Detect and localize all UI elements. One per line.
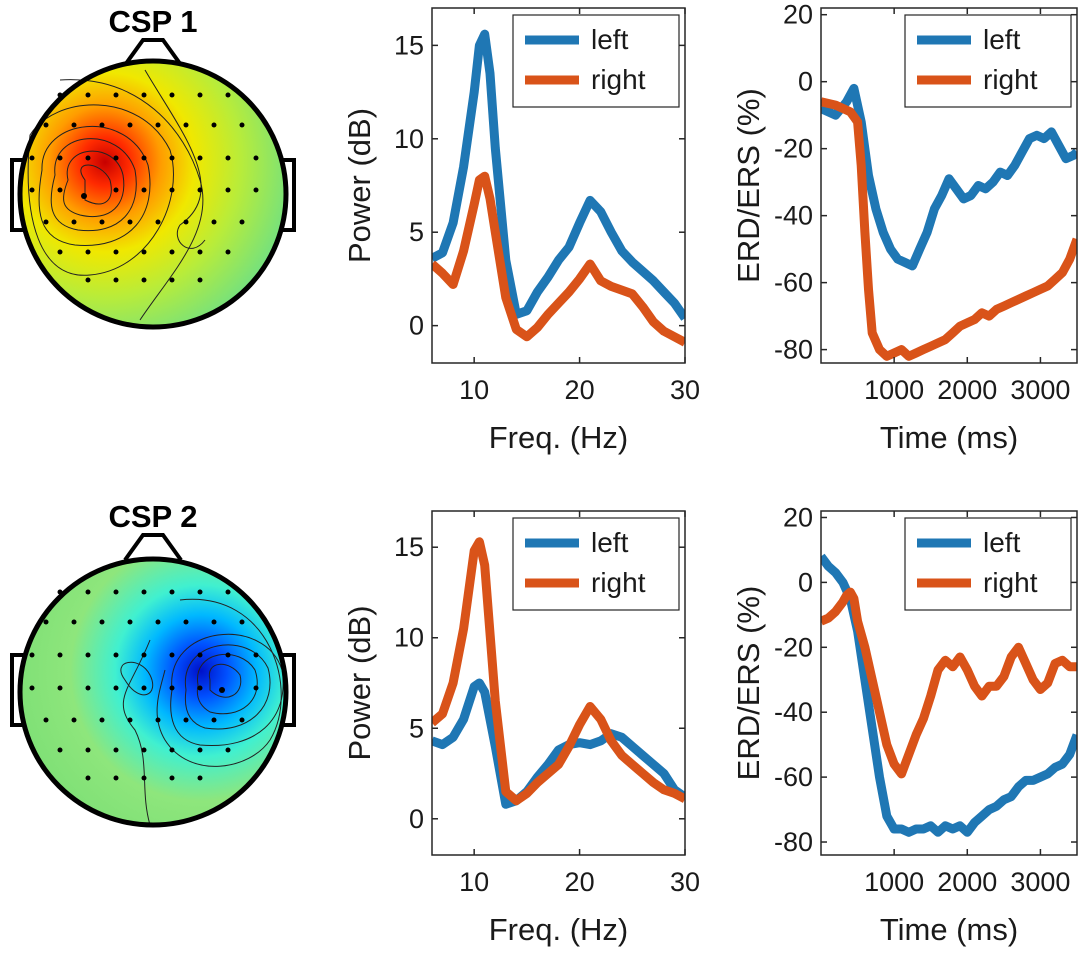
- csp2-spectrum-legend-label-right: right: [591, 567, 646, 598]
- row-1: CSP 1: [10, 0, 1078, 455]
- csp2-electrodes: [29, 589, 259, 781]
- csp2-spectrum-series-right-line: [432, 537, 685, 806]
- csp1-spectrum-xtick-label: 30: [670, 375, 700, 405]
- csp2-spectrum-ytick-label: 0: [409, 804, 424, 834]
- csp2-erd-legend-box: [904, 517, 1072, 611]
- csp1-spectrum-legend-box: [512, 14, 680, 108]
- csp1-spectrum-legend-label-right: right: [591, 64, 646, 95]
- csp1-spectrum-ytick-label: 0: [409, 311, 424, 341]
- csp2-erd-series-right-line: [821, 587, 1077, 779]
- row-2: CSP 2: [10, 499, 1078, 947]
- csp1-erd-ytick-label: 20: [783, 0, 813, 30]
- csp2-erd-xtick-label: 1000: [864, 867, 924, 897]
- csp2-left-ear: [10, 653, 29, 727]
- csp1-erd-ytick-label: 0: [798, 67, 813, 97]
- csp1-left-ear: [10, 158, 29, 232]
- csp1-topomap: [10, 38, 296, 330]
- csp1-contours: [27, 69, 206, 321]
- csp1-head-outline: [17, 58, 289, 330]
- csp1-erd-legend-box: [904, 14, 1072, 108]
- csp1-erd-ytick-label: -60: [774, 268, 813, 298]
- csp2-spectrum-xtick-label: 20: [565, 867, 595, 897]
- csp1-electrodes: [29, 92, 259, 283]
- csp1-erd-xlabel: Time (ms): [880, 420, 1018, 455]
- csp2-spectrum-series-left-line: [432, 678, 685, 809]
- csp2-scalp-fill: [20, 559, 286, 825]
- csp2-spectrum-xtick-label: 10: [459, 867, 489, 897]
- csp1-spectrum-xtick-label: 20: [565, 375, 595, 405]
- csp1-erd-plot: 1000 2000 3000 -80 -60 -40 -20 0 20 Time (ms) ERD/…: [731, 0, 1078, 455]
- csp2-erd-legend-label-right: right: [983, 567, 1038, 598]
- csp1-spectrum-ytick-label: 10: [394, 124, 424, 154]
- csp2-spectrum-xlabel: Freq. (Hz): [489, 912, 629, 947]
- csp2-erd-xtick-label: 2000: [937, 867, 997, 897]
- csp2-spectrum-ytick-label: 5: [409, 713, 424, 743]
- csp2-erd-ytick-label: 0: [798, 567, 813, 597]
- csp1-spectrum-xtick-label: 10: [459, 375, 489, 405]
- csp2-erd-ytick-label: -40: [774, 697, 813, 727]
- csp2-erd-plot: 1000 2000 3000 -80 -60 -40 -20 0 20 Time (ms) ERD/…: [731, 502, 1078, 947]
- csp2-erd-ytick-label: -60: [774, 762, 813, 792]
- csp2-spectrum-plot: 10 20 30 0 5 10 15 Freq. (Hz) Power (dB) left righ…: [342, 510, 700, 947]
- csp1-erd-legend-label-left: left: [983, 24, 1021, 55]
- csp1-erd-series-left-line: [821, 83, 1077, 271]
- csp1-spectrum-ytick-label: 5: [409, 217, 424, 247]
- csp2-erd-ytick-label: -20: [774, 632, 813, 662]
- csp2-erd-ytick-label: -80: [774, 827, 813, 857]
- csp1-spectrum-series-right-line: [432, 171, 685, 347]
- csp2-spectrum-ytick-label: 15: [394, 532, 424, 562]
- csp1-spectrum-axes-frame: [431, 7, 686, 364]
- csp2-spectrum-xtick-label: 30: [670, 867, 700, 897]
- csp1-title: CSP 1: [108, 4, 197, 39]
- csp2-erd-xtick-label: 3000: [1010, 867, 1070, 897]
- csp1-erd-ytick-label: -20: [774, 134, 813, 164]
- csp1-spectrum-series-left-line: [432, 29, 685, 321]
- csp2-topomap: [10, 533, 296, 828]
- csp1-erd-legend-label-right: right: [983, 64, 1038, 95]
- csp1-spectrum-plot: 10 20 30 0 5 10 15 Freq. (Hz) Power (dB) left righ…: [342, 7, 700, 455]
- csp1-erd-ylabel: ERD/ERS (%): [731, 88, 766, 283]
- csp2-nose: [123, 533, 183, 562]
- csp1-erd-series-right-line: [821, 97, 1077, 361]
- csp2-erd-legend-label-left: left: [983, 527, 1021, 558]
- csp2-erd-xlabel: Time (ms): [880, 912, 1018, 947]
- csp1-erd-xtick-label: 1000: [864, 375, 924, 405]
- csp1-erd-xtick-label: 2000: [937, 375, 997, 405]
- csp2-spectrum-ytick-label: 10: [394, 623, 424, 653]
- csp2-erd-ytick-label: 20: [783, 502, 813, 532]
- csp2-spectrum-legend-label-left: left: [591, 527, 629, 558]
- csp2-spectrum-axes-frame: [431, 510, 686, 856]
- csp1-spectrum-xlabel: Freq. (Hz): [489, 420, 629, 455]
- csp1-erd-ytick-label: -40: [774, 201, 813, 231]
- csp1-scalp-fill: [20, 61, 286, 327]
- csp1-erd-xtick-label: 3000: [1010, 375, 1070, 405]
- csp1-spectrum-ytick-label: 15: [394, 30, 424, 60]
- csp2-title: CSP 2: [108, 499, 197, 534]
- csp2-contours: [120, 598, 284, 826]
- csp2-head-outline: [17, 556, 289, 828]
- csp1-erd-axes-frame: [820, 7, 1078, 364]
- csp2-erd-axes-frame: [820, 510, 1078, 856]
- csp1-erd-ytick-label: -80: [774, 335, 813, 365]
- csp1-nose: [123, 38, 183, 67]
- csp1-spectrum-ylabel: Power (dB): [342, 108, 377, 263]
- csp2-spectrum-ylabel: Power (dB): [342, 605, 377, 760]
- csp2-erd-series-left-line: [821, 553, 1077, 837]
- csp2-right-ear: [277, 653, 296, 727]
- csp2-erd-ylabel: ERD/ERS (%): [731, 586, 766, 781]
- csp1-spectrum-legend-label-left: left: [591, 24, 629, 55]
- csp2-spectrum-legend-box: [512, 517, 680, 611]
- csp1-right-ear: [277, 158, 296, 232]
